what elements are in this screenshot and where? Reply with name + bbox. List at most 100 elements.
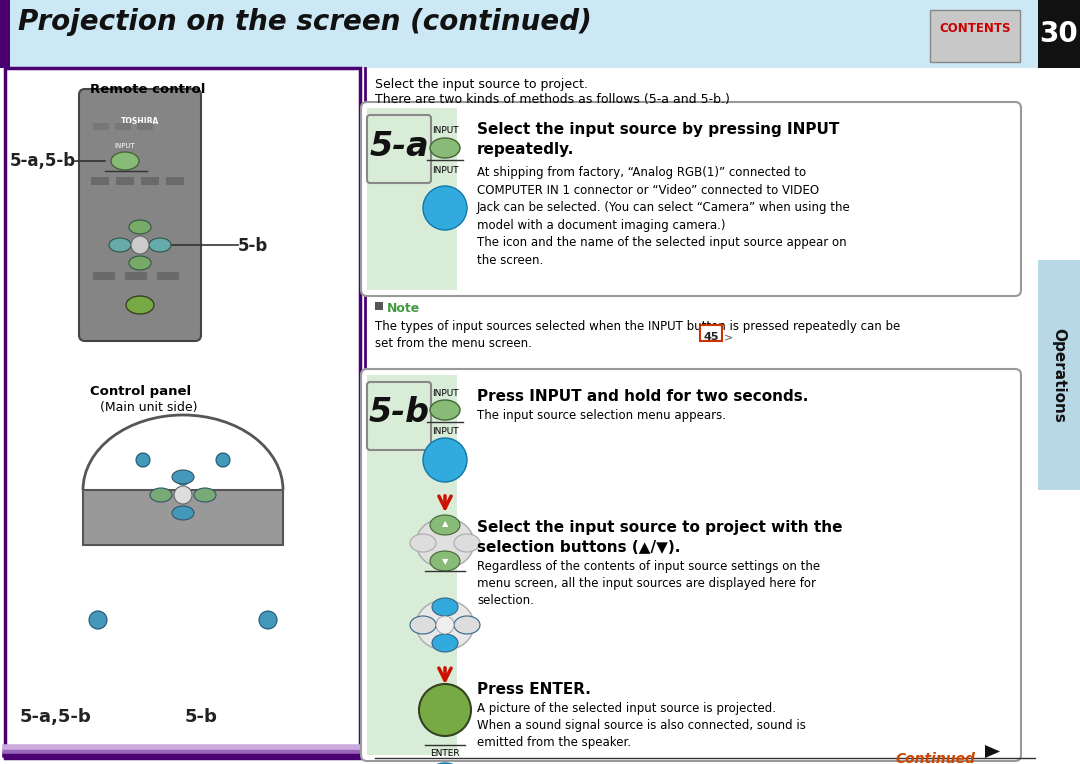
Ellipse shape xyxy=(172,506,194,520)
Bar xyxy=(141,177,159,185)
Text: 5-a,5-b: 5-a,5-b xyxy=(21,708,92,726)
Bar xyxy=(0,0,1038,68)
Text: (Main unit side): (Main unit side) xyxy=(100,401,198,414)
Circle shape xyxy=(423,763,467,764)
FancyBboxPatch shape xyxy=(361,102,1021,296)
Text: Select the input source to project.: Select the input source to project. xyxy=(375,78,588,91)
Ellipse shape xyxy=(430,515,460,535)
Text: CONTENTS: CONTENTS xyxy=(940,21,1011,34)
Text: INPUT: INPUT xyxy=(432,166,458,175)
Text: Operations: Operations xyxy=(1052,328,1067,422)
Circle shape xyxy=(419,684,471,736)
Circle shape xyxy=(89,611,107,629)
Bar xyxy=(137,123,153,130)
Circle shape xyxy=(423,438,467,482)
FancyBboxPatch shape xyxy=(367,382,431,450)
Circle shape xyxy=(136,453,150,467)
Text: The types of input sources selected when the INPUT button is pressed repeatedly : The types of input sources selected when… xyxy=(375,320,901,350)
Ellipse shape xyxy=(129,256,151,270)
FancyBboxPatch shape xyxy=(367,115,431,183)
Text: 5-a,5-b: 5-a,5-b xyxy=(10,152,76,170)
Bar xyxy=(93,272,114,280)
Ellipse shape xyxy=(109,238,131,252)
Text: INPUT: INPUT xyxy=(432,389,458,398)
Text: ▼: ▼ xyxy=(442,558,448,566)
Bar xyxy=(93,123,109,130)
Circle shape xyxy=(174,486,192,504)
Text: Select the input source to project with the
selection buttons (▲/▼).: Select the input source to project with … xyxy=(477,520,842,555)
FancyBboxPatch shape xyxy=(367,375,467,755)
Text: 5-b: 5-b xyxy=(368,397,430,429)
Text: 45: 45 xyxy=(703,332,719,342)
Text: 5-a: 5-a xyxy=(369,130,429,163)
Ellipse shape xyxy=(126,296,154,314)
Bar xyxy=(157,272,179,280)
Text: 5-b: 5-b xyxy=(238,237,268,255)
Text: INPUT: INPUT xyxy=(432,126,458,135)
Bar xyxy=(457,108,477,290)
Ellipse shape xyxy=(194,488,216,502)
Bar xyxy=(457,375,477,755)
Bar xyxy=(5,68,360,758)
Text: Note: Note xyxy=(387,302,420,315)
Circle shape xyxy=(436,616,454,634)
Ellipse shape xyxy=(432,598,458,616)
Ellipse shape xyxy=(111,152,139,170)
Circle shape xyxy=(176,471,190,485)
Bar xyxy=(116,177,134,185)
Text: >: > xyxy=(724,332,733,342)
Ellipse shape xyxy=(430,138,460,158)
Circle shape xyxy=(131,236,149,254)
Bar xyxy=(91,177,109,185)
Ellipse shape xyxy=(410,534,436,552)
Ellipse shape xyxy=(172,470,194,484)
Ellipse shape xyxy=(416,600,474,650)
Bar xyxy=(0,0,10,68)
FancyBboxPatch shape xyxy=(79,89,201,341)
Ellipse shape xyxy=(432,634,458,652)
Bar xyxy=(1038,260,1080,490)
Text: 5-b: 5-b xyxy=(185,708,218,726)
Text: 30: 30 xyxy=(1040,20,1078,48)
Ellipse shape xyxy=(430,400,460,420)
Bar xyxy=(114,123,131,130)
Ellipse shape xyxy=(430,551,460,571)
Text: Projection on the screen (continued): Projection on the screen (continued) xyxy=(18,8,592,36)
Text: There are two kinds of methods as follows (5-a and 5-b.): There are two kinds of methods as follow… xyxy=(375,93,730,106)
Ellipse shape xyxy=(150,488,172,502)
Ellipse shape xyxy=(454,534,480,552)
Text: TOSHIBA: TOSHIBA xyxy=(121,117,159,126)
Circle shape xyxy=(259,611,276,629)
Text: At shipping from factory, “Analog RGB(1)” connected to
COMPUTER IN 1 connector o: At shipping from factory, “Analog RGB(1)… xyxy=(477,166,851,267)
Text: A picture of the selected input source is projected.
When a sound signal source : A picture of the selected input source i… xyxy=(477,702,806,749)
Text: Press ENTER.: Press ENTER. xyxy=(477,682,591,697)
Ellipse shape xyxy=(129,220,151,234)
Text: ▲: ▲ xyxy=(442,520,448,529)
Text: Select the input source by pressing INPUT
repeatedly.: Select the input source by pressing INPU… xyxy=(477,122,839,157)
Text: INPUT: INPUT xyxy=(114,143,135,149)
Text: The input source selection menu appears.: The input source selection menu appears. xyxy=(477,409,726,422)
Ellipse shape xyxy=(410,616,436,634)
Ellipse shape xyxy=(149,238,171,252)
Ellipse shape xyxy=(416,518,474,568)
Bar xyxy=(375,302,383,310)
Bar xyxy=(125,272,147,280)
Polygon shape xyxy=(985,745,1000,758)
Text: Regardless of the contents of input source settings on the
menu screen, all the : Regardless of the contents of input sour… xyxy=(477,560,820,607)
Circle shape xyxy=(216,453,230,467)
Ellipse shape xyxy=(454,616,480,634)
Bar xyxy=(1038,0,1080,68)
Text: Press INPUT and hold for two seconds.: Press INPUT and hold for two seconds. xyxy=(477,389,808,404)
FancyBboxPatch shape xyxy=(700,325,723,341)
FancyBboxPatch shape xyxy=(361,369,1021,761)
Text: Continued: Continued xyxy=(895,752,975,764)
Text: Remote control: Remote control xyxy=(90,83,205,96)
FancyBboxPatch shape xyxy=(930,10,1020,62)
Bar xyxy=(83,490,283,545)
Circle shape xyxy=(423,186,467,230)
Text: INPUT: INPUT xyxy=(432,427,458,436)
FancyBboxPatch shape xyxy=(367,108,467,290)
Text: Control panel: Control panel xyxy=(90,385,191,398)
Text: ENTER: ENTER xyxy=(430,749,460,758)
Bar xyxy=(166,177,184,185)
